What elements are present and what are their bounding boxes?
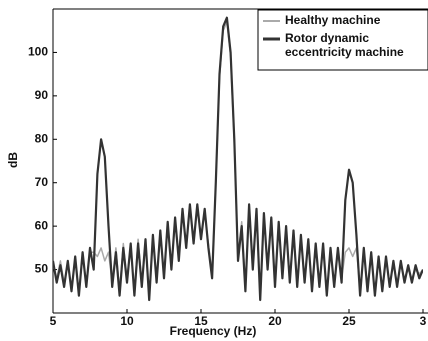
y-tick-label: 70 (35, 175, 49, 189)
x-tick-label: 3 (420, 314, 427, 328)
y-axis-label: dB (6, 152, 20, 168)
x-axis-label: Frequency (Hz) (170, 324, 257, 338)
legend-box (257, 9, 428, 71)
legend-label: Rotor dynamic eccentricity machine (285, 31, 404, 59)
y-tick-label: 60 (35, 218, 49, 232)
y-tick-label: 80 (35, 131, 49, 145)
x-tick-label: 25 (342, 314, 356, 328)
legend-label: Healthy machine (285, 13, 381, 27)
y-tick-label: 90 (35, 88, 49, 102)
x-tick-label: 15 (194, 314, 208, 328)
series-line (53, 16, 423, 302)
y-tick-label: 50 (35, 262, 49, 276)
x-tick-label: 5 (50, 314, 57, 328)
y-tick-label: 100 (28, 45, 48, 59)
x-tick-label: 10 (120, 314, 134, 328)
x-tick-label: 20 (268, 314, 282, 328)
